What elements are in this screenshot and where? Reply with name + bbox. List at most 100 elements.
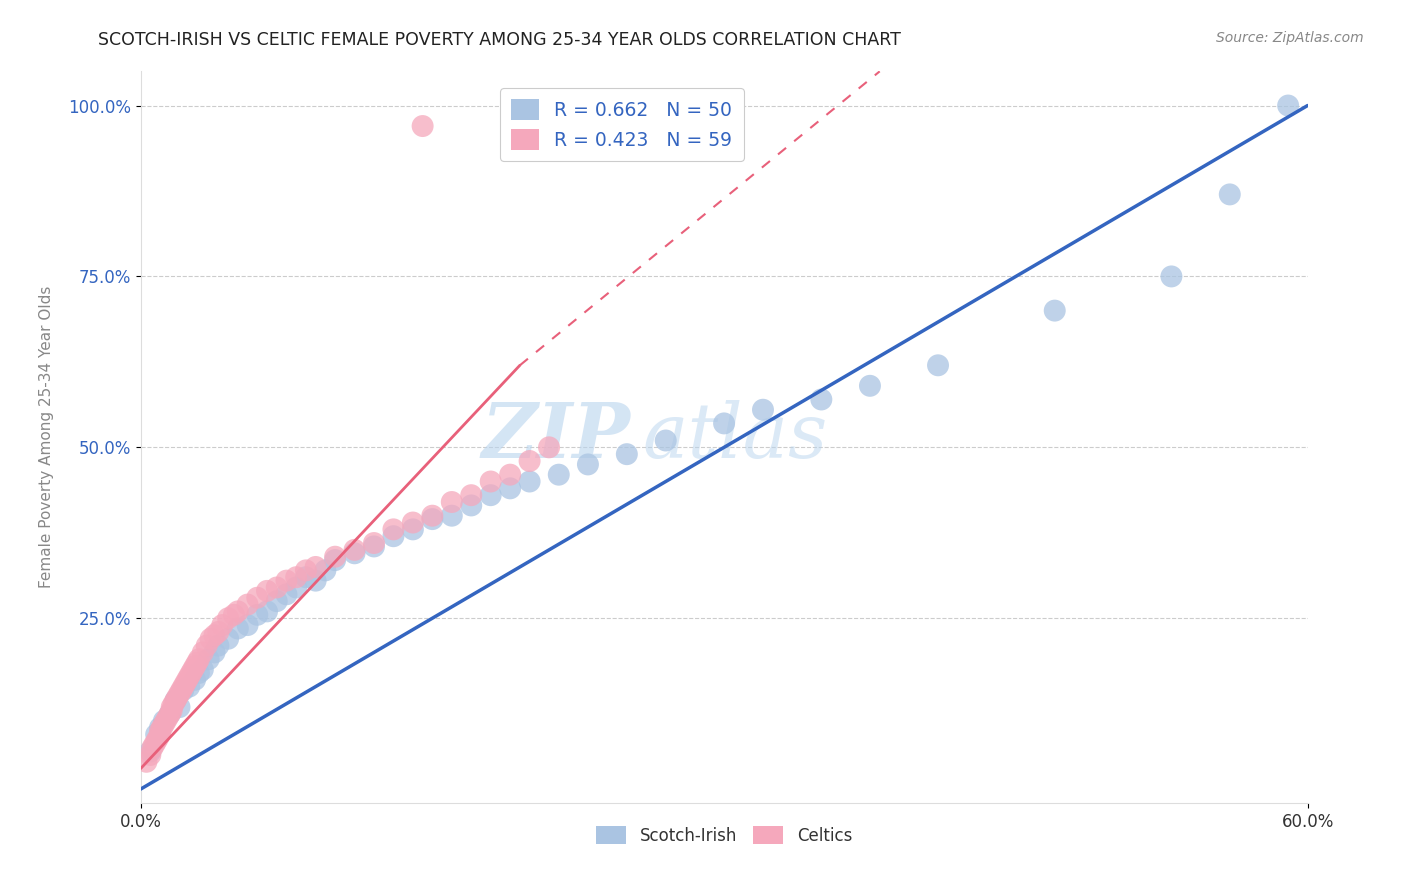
Point	[163, 697, 186, 711]
Point	[323, 553, 346, 567]
Point	[143, 738, 166, 752]
Point	[256, 604, 278, 618]
Point	[382, 529, 405, 543]
Point	[149, 724, 172, 739]
Point	[256, 583, 278, 598]
Point	[174, 676, 197, 690]
Point	[479, 488, 502, 502]
Point	[363, 536, 385, 550]
Point	[204, 645, 226, 659]
Point	[295, 563, 318, 577]
Point	[538, 440, 561, 454]
Point	[217, 611, 239, 625]
Point	[382, 522, 405, 536]
Point	[266, 581, 288, 595]
Point	[402, 522, 425, 536]
Point	[713, 417, 735, 431]
Point	[149, 727, 172, 741]
Point	[440, 508, 463, 523]
Point	[165, 693, 187, 707]
Point	[146, 731, 169, 745]
Point	[236, 598, 259, 612]
Point	[156, 710, 179, 724]
Point	[616, 447, 638, 461]
Point	[159, 706, 181, 721]
Point	[180, 665, 202, 680]
Point	[422, 512, 444, 526]
Point	[519, 454, 541, 468]
Point	[200, 632, 222, 646]
Point	[139, 747, 162, 762]
Point	[276, 587, 298, 601]
Point	[169, 700, 191, 714]
Point	[217, 632, 239, 646]
Point	[499, 467, 522, 482]
Point	[141, 741, 163, 756]
Point	[145, 727, 167, 741]
Point	[170, 683, 193, 698]
Point	[186, 656, 208, 670]
Point	[810, 392, 832, 407]
Point	[460, 488, 482, 502]
Point	[145, 734, 167, 748]
Point	[479, 475, 502, 489]
Text: Source: ZipAtlas.com: Source: ZipAtlas.com	[1216, 31, 1364, 45]
Point	[159, 706, 181, 721]
Legend: Scotch-Irish, Celtics: Scotch-Irish, Celtics	[588, 818, 860, 853]
Point	[160, 704, 183, 718]
Point	[519, 475, 541, 489]
Point	[188, 665, 211, 680]
Point	[314, 563, 336, 577]
Point	[1160, 269, 1182, 284]
Point	[276, 574, 298, 588]
Point	[207, 639, 229, 653]
Point	[160, 700, 183, 714]
Point	[222, 607, 245, 622]
Point	[139, 745, 162, 759]
Text: ZIP: ZIP	[482, 401, 631, 474]
Point	[305, 574, 328, 588]
Point	[176, 673, 198, 687]
Point	[285, 570, 308, 584]
Point	[197, 652, 219, 666]
Point	[165, 693, 187, 707]
Point	[166, 690, 188, 704]
Point	[859, 379, 882, 393]
Point	[179, 680, 201, 694]
Text: SCOTCH-IRISH VS CELTIC FEMALE POVERTY AMONG 25-34 YEAR OLDS CORRELATION CHART: SCOTCH-IRISH VS CELTIC FEMALE POVERTY AM…	[98, 31, 901, 49]
Point	[576, 458, 599, 472]
Point	[343, 546, 366, 560]
Point	[204, 628, 226, 642]
Point	[323, 549, 346, 564]
Point	[547, 467, 569, 482]
Point	[460, 499, 482, 513]
Point	[155, 714, 177, 728]
Point	[211, 618, 233, 632]
Point	[266, 594, 288, 608]
Point	[184, 659, 207, 673]
Point	[402, 516, 425, 530]
Point	[422, 508, 444, 523]
Point	[655, 434, 678, 448]
Point	[181, 663, 204, 677]
Point	[927, 359, 949, 373]
Point	[363, 540, 385, 554]
Point	[440, 495, 463, 509]
Point	[343, 542, 366, 557]
Point	[1277, 98, 1299, 112]
Point	[191, 645, 214, 659]
Point	[184, 673, 207, 687]
Point	[246, 607, 269, 622]
Point	[207, 624, 229, 639]
Point	[169, 686, 191, 700]
Point	[499, 481, 522, 495]
Point	[236, 618, 259, 632]
Point	[172, 680, 194, 694]
Point	[1043, 303, 1066, 318]
Point	[153, 714, 176, 728]
Point	[246, 591, 269, 605]
Point	[188, 652, 211, 666]
Point	[172, 683, 194, 698]
Point	[305, 560, 328, 574]
Point	[135, 755, 157, 769]
